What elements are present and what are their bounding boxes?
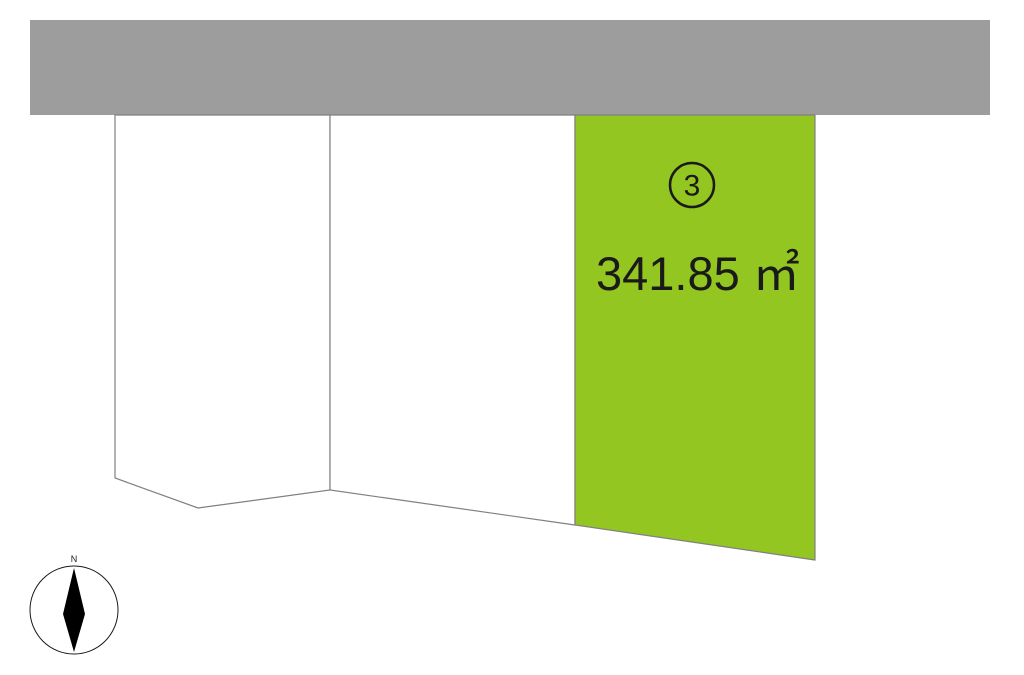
plot-1: [115, 115, 330, 508]
plot-2: [330, 115, 575, 525]
plot-number: 3: [684, 170, 701, 203]
compass-n-label: N: [71, 554, 78, 564]
road-bar: [30, 20, 990, 115]
compass-icon: N: [30, 554, 118, 654]
plot-area-label: 341.85 ㎡: [596, 247, 800, 300]
site-plan-diagram: 3 341.85 ㎡ N: [0, 0, 1024, 675]
